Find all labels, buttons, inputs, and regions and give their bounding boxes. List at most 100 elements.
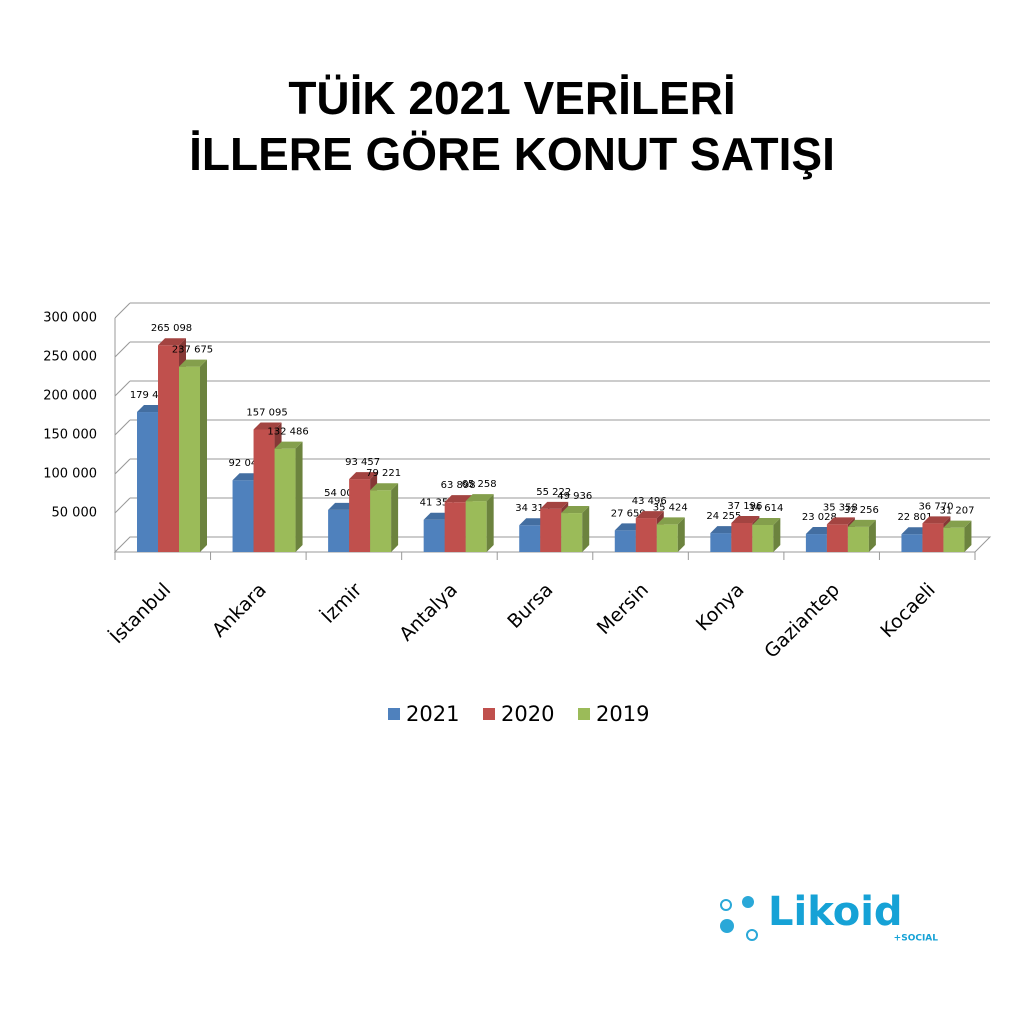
bar [561, 513, 583, 552]
bar-side [964, 520, 972, 552]
legend-label: 2019 [596, 702, 649, 726]
bar [943, 527, 965, 552]
y-tick-label: 100 000 [43, 467, 97, 482]
bar [614, 530, 636, 552]
value-label: 43 496 [632, 496, 667, 507]
chart-title: İLLERE GÖRE KONUT SATIŞI [189, 128, 835, 180]
bar [656, 524, 678, 552]
bar-side [295, 441, 303, 552]
legend-label: 2020 [501, 702, 554, 726]
bar-top [826, 517, 855, 525]
value-label: 49 936 [557, 491, 592, 502]
legend-swatch [578, 708, 590, 720]
bar [635, 518, 657, 552]
bar-top [158, 338, 186, 346]
bar [752, 525, 774, 552]
grid-line [114, 497, 131, 514]
bar-side [200, 359, 207, 552]
bar [540, 508, 562, 552]
bar [232, 480, 254, 552]
grid-line [114, 419, 131, 436]
y-tick-label: 300 000 [43, 311, 97, 326]
grid-line [114, 302, 131, 319]
bar-top [847, 519, 876, 527]
legend-swatch [483, 708, 495, 720]
value-label: 55 222 [536, 487, 571, 498]
bar-top [635, 511, 664, 519]
value-label: 35 424 [653, 502, 688, 513]
value-label: 132 486 [267, 427, 308, 438]
bar-top [922, 516, 951, 524]
logo-icon [720, 919, 734, 933]
bar [274, 448, 296, 552]
bar [423, 519, 445, 552]
value-label: 32 256 [844, 505, 879, 516]
bar-side [486, 494, 494, 552]
value-label: 54 002 [324, 488, 359, 499]
value-label: 34 319 [515, 503, 550, 514]
y-tick-label: 50 000 [52, 506, 98, 521]
bar-top [274, 441, 303, 449]
value-label: 34 614 [748, 503, 783, 514]
bar [158, 345, 179, 552]
value-label: 179 450 [130, 390, 171, 401]
bar-side [868, 519, 876, 552]
bar [826, 524, 848, 552]
value-label: 22 801 [897, 512, 932, 523]
value-label: 24 255 [706, 511, 741, 522]
bar-side [582, 506, 590, 552]
bar [731, 522, 753, 552]
bar [253, 429, 275, 552]
bar [179, 366, 200, 552]
bar [922, 523, 944, 552]
value-label: 35 358 [823, 502, 858, 513]
bar-side [391, 483, 399, 552]
y-tick-label: 200 000 [43, 389, 97, 404]
bar-top [253, 422, 282, 430]
logo-icon [742, 896, 754, 908]
bar-top [444, 495, 473, 503]
bar-top [349, 472, 378, 480]
bar [901, 534, 923, 552]
value-label: 265 098 [151, 323, 192, 334]
bar-top [561, 506, 590, 514]
value-label: 93 457 [345, 457, 380, 468]
bar [349, 479, 371, 552]
bar-top [752, 518, 781, 526]
y-tick-label: 150 000 [43, 428, 97, 443]
bar [847, 526, 869, 552]
bar [328, 509, 350, 552]
logo-tag: +SOCIAL [894, 934, 939, 944]
legend-swatch [388, 708, 400, 720]
value-label: 36 770 [918, 501, 953, 512]
y-tick-label: 250 000 [43, 350, 97, 365]
value-label: 31 207 [939, 506, 974, 517]
value-label: 237 675 [172, 345, 213, 356]
bar-top [731, 515, 760, 523]
bar-side [677, 517, 685, 552]
value-label: 65 258 [462, 479, 497, 490]
bar [519, 525, 541, 552]
grid-line [114, 341, 131, 358]
value-label: 37 196 [727, 501, 762, 512]
value-label: 63 898 [441, 480, 476, 491]
value-label: 92 040 [229, 458, 264, 469]
value-label: 23 028 [802, 512, 837, 523]
bar [444, 502, 466, 552]
logo-icon [720, 899, 732, 911]
chart-title: TÜİK 2021 VERİLERİ [288, 72, 735, 124]
bar [465, 501, 487, 552]
logo: Likoid +SOCIAL [720, 889, 938, 944]
logo-text: Likoid [768, 889, 903, 935]
bar [805, 534, 827, 552]
bar-side [773, 518, 781, 552]
bar [710, 533, 732, 552]
bar-top [943, 520, 972, 528]
grid-line [114, 458, 131, 475]
bar [137, 412, 158, 552]
grid-line [114, 380, 131, 397]
value-label: 41 355 [420, 498, 455, 509]
bar-top [656, 517, 685, 525]
value-label: 79 221 [366, 468, 401, 479]
